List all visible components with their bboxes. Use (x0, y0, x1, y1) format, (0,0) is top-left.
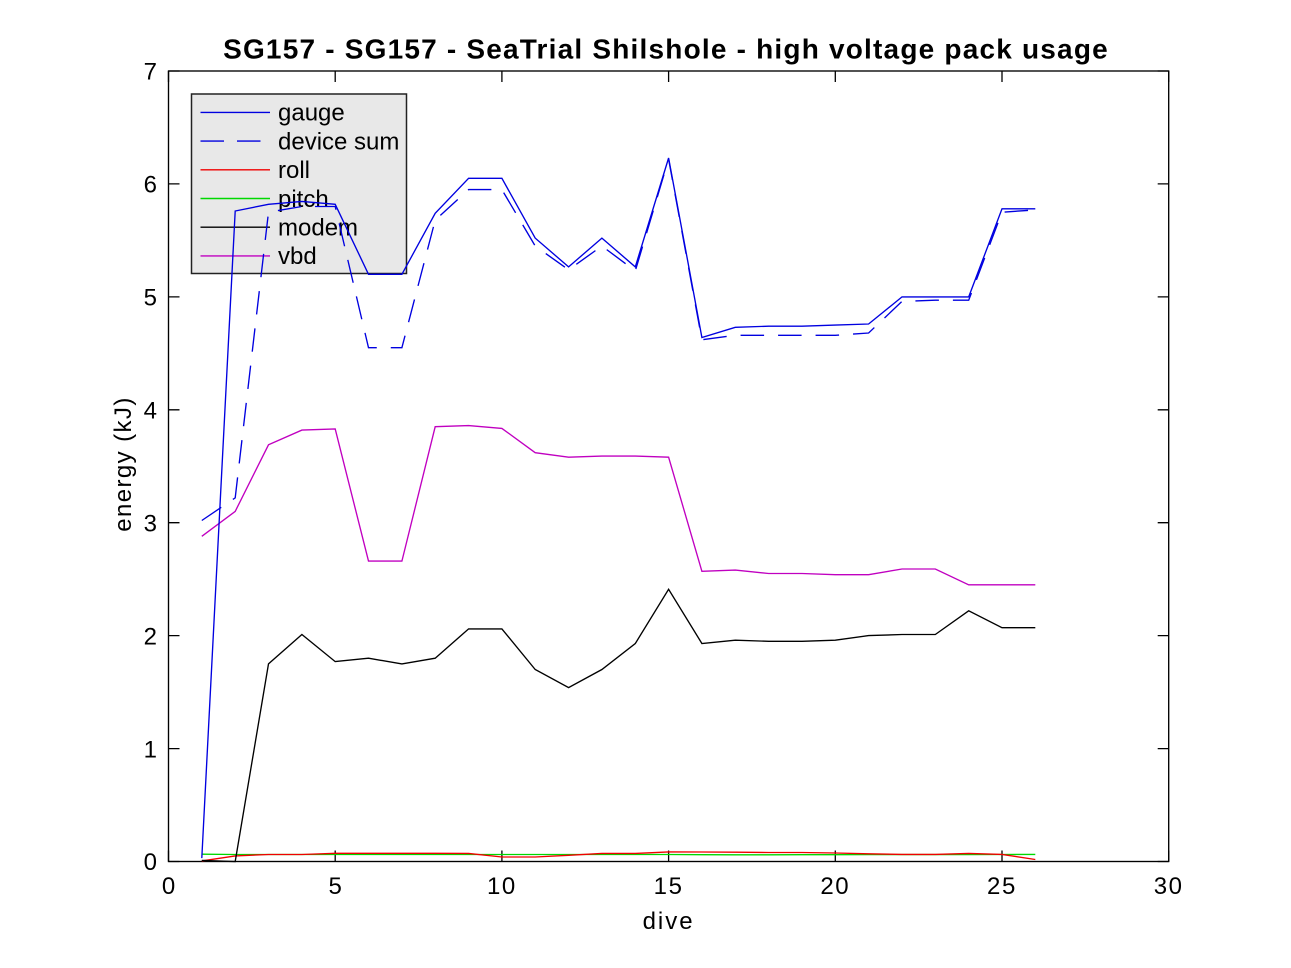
svg-text:modem: modem (278, 215, 358, 242)
svg-text:device sum: device sum (278, 128, 399, 155)
svg-text:pitch: pitch (278, 186, 329, 213)
svg-text:4: 4 (144, 398, 157, 425)
svg-text:0: 0 (162, 873, 175, 900)
svg-text:10: 10 (487, 873, 517, 900)
svg-text:vbd: vbd (278, 243, 317, 270)
svg-text:5: 5 (144, 285, 157, 312)
svg-text:25: 25 (987, 873, 1017, 900)
svg-text:5: 5 (329, 873, 342, 900)
svg-text:30: 30 (1154, 873, 1184, 900)
svg-text:3: 3 (144, 510, 157, 537)
svg-text:gauge: gauge (278, 100, 345, 127)
svg-text:energy (kJ): energy (kJ) (110, 396, 137, 531)
svg-text:6: 6 (144, 172, 157, 199)
svg-text:dive: dive (643, 908, 695, 935)
svg-text:7: 7 (144, 59, 157, 86)
svg-text:roll: roll (278, 157, 310, 184)
svg-text:SG157 - SG157 - SeaTrial Shils: SG157 - SG157 - SeaTrial Shilshole - hig… (223, 34, 1109, 65)
svg-text:1: 1 (144, 736, 157, 763)
svg-text:20: 20 (820, 873, 850, 900)
svg-text:15: 15 (654, 873, 684, 900)
svg-text:2: 2 (144, 623, 157, 650)
svg-text:0: 0 (144, 849, 157, 876)
